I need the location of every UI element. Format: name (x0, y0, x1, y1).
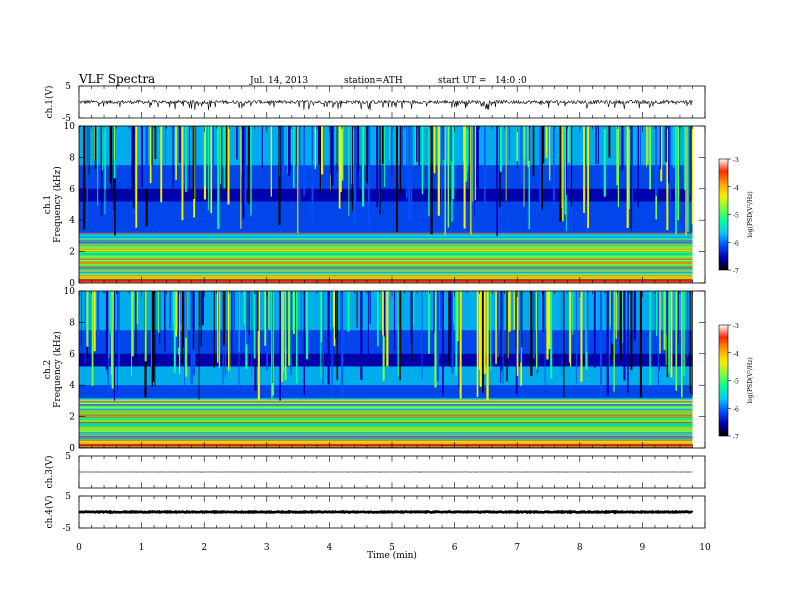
channel-label: ch.1 (43, 195, 53, 214)
y-tick-label: 5 (65, 452, 71, 462)
colorbar-scale (718, 324, 729, 437)
y-axis-label: Frequency (kHz) (52, 166, 63, 243)
channel-label: ch.2 (43, 360, 53, 379)
y-tick-label: 4 (69, 381, 75, 391)
frequency-band (79, 267, 693, 276)
x-tick-label: 8 (577, 543, 583, 553)
x-tick-label: 4 (327, 543, 333, 553)
colorbar-tick-label: -4 (733, 185, 739, 192)
y-tick-label: 6 (69, 185, 75, 195)
frequency-band (79, 385, 693, 398)
x-tick-label: 7 (514, 543, 520, 553)
x-tick-label: 3 (264, 543, 270, 553)
waveform-line (79, 99, 693, 111)
frequency-band (79, 126, 693, 166)
y-tick-label: 10 (64, 287, 76, 297)
x-tick-label: 5 (389, 543, 395, 553)
y-tick-label: 5 (65, 492, 71, 502)
station-label: station=ATH (344, 76, 403, 86)
colorbar-tick-label: -3 (733, 157, 739, 164)
colorbar-2: -3 -4 -5 -6 -7 log(PSD(V²/Hz) (718, 323, 754, 441)
y-tick-label: 6 (69, 350, 75, 360)
frequency-band (79, 201, 693, 221)
y-axis-label: ch.4(V) (44, 496, 55, 529)
colorbar-tick-label: -5 (733, 379, 739, 386)
x-tick-label: 2 (201, 543, 207, 553)
y-tick-label: 10 (64, 122, 76, 132)
start-time-label: start UT = 14:0 :0 (438, 76, 527, 86)
frequency-band (79, 220, 693, 233)
panel-3: 0 2 4 6 8 10 ch.2 Frequency (kHz) (43, 287, 706, 454)
y-tick-label: -5 (62, 114, 71, 124)
y-axis-label: Frequency (kHz) (52, 331, 63, 408)
x-tick-label: 10 (699, 543, 711, 553)
colorbar-scale (718, 158, 729, 271)
frequency-band (79, 279, 693, 283)
colorbar-tick-label: -6 (733, 406, 739, 413)
colorbar-tick-label: -4 (733, 351, 739, 358)
y-tick-label: -5 (62, 524, 71, 534)
colorbar-tick-label: -3 (733, 323, 739, 330)
colorbar-label: log(PSD(V²/Hz) (747, 357, 754, 404)
y-tick-label: 2 (69, 248, 75, 258)
x-axis-label: Time (min) (367, 550, 417, 561)
y-tick-label: 5 (65, 82, 71, 92)
x-tick-label: 0 (76, 543, 82, 553)
colorbar-tick-label: -5 (733, 213, 739, 220)
frequency-band (79, 366, 693, 386)
y-tick-label: 8 (69, 318, 75, 328)
panel-1: 5 -5 ch.1(V) (44, 82, 706, 124)
colorbar-tick-label: -7 (733, 268, 739, 275)
figure-title: VLF Spectra (78, 72, 155, 86)
frequency-band (79, 440, 693, 445)
y-tick-label: 0 (69, 444, 75, 454)
waveform-line (78, 509, 694, 515)
y-axis-label: ch.3(V) (44, 456, 55, 489)
panel-2: 0 2 4 6 8 10 ch.1 Frequency (kHz) (43, 122, 706, 289)
x-tick-label: 9 (640, 543, 646, 553)
y-axis-label: ch.1(V) (44, 86, 55, 119)
y-tick-label: 4 (69, 216, 75, 226)
panel-5: 5 -5 ch.4(V) (44, 492, 706, 534)
y-tick-label: 2 (69, 413, 75, 423)
frequency-band (79, 188, 693, 202)
colorbar-tick-label: -6 (733, 240, 739, 247)
date-label: Jul. 14, 2013 (249, 76, 308, 86)
x-tick-label: 6 (452, 543, 458, 553)
colorbar-tick-label: -7 (733, 434, 739, 441)
x-tick-label: 1 (139, 543, 145, 553)
y-tick-label: 0 (69, 279, 75, 289)
frequency-band (79, 165, 693, 189)
frequency-band (79, 410, 693, 417)
colorbar-1: -3 -4 -5 -6 -7 log(PSD(V²/Hz) (718, 157, 754, 275)
colorbars-group: -3 -4 -5 -6 -7 log(PSD(V²/Hz) -3 -4 -5 -6 -7 log(PS… (718, 157, 754, 441)
y-tick-label: 8 (69, 153, 75, 163)
frequency-band (79, 232, 693, 246)
panel-4: 5 ch.3(V) (44, 452, 706, 489)
time-axis: 0 1 2 3 4 5 6 7 8 9 10 Time (min) (76, 543, 711, 561)
colorbar-label: log(PSD(V²/Hz) (747, 191, 754, 238)
frequency-band (79, 291, 693, 331)
frequency-band (79, 432, 693, 441)
